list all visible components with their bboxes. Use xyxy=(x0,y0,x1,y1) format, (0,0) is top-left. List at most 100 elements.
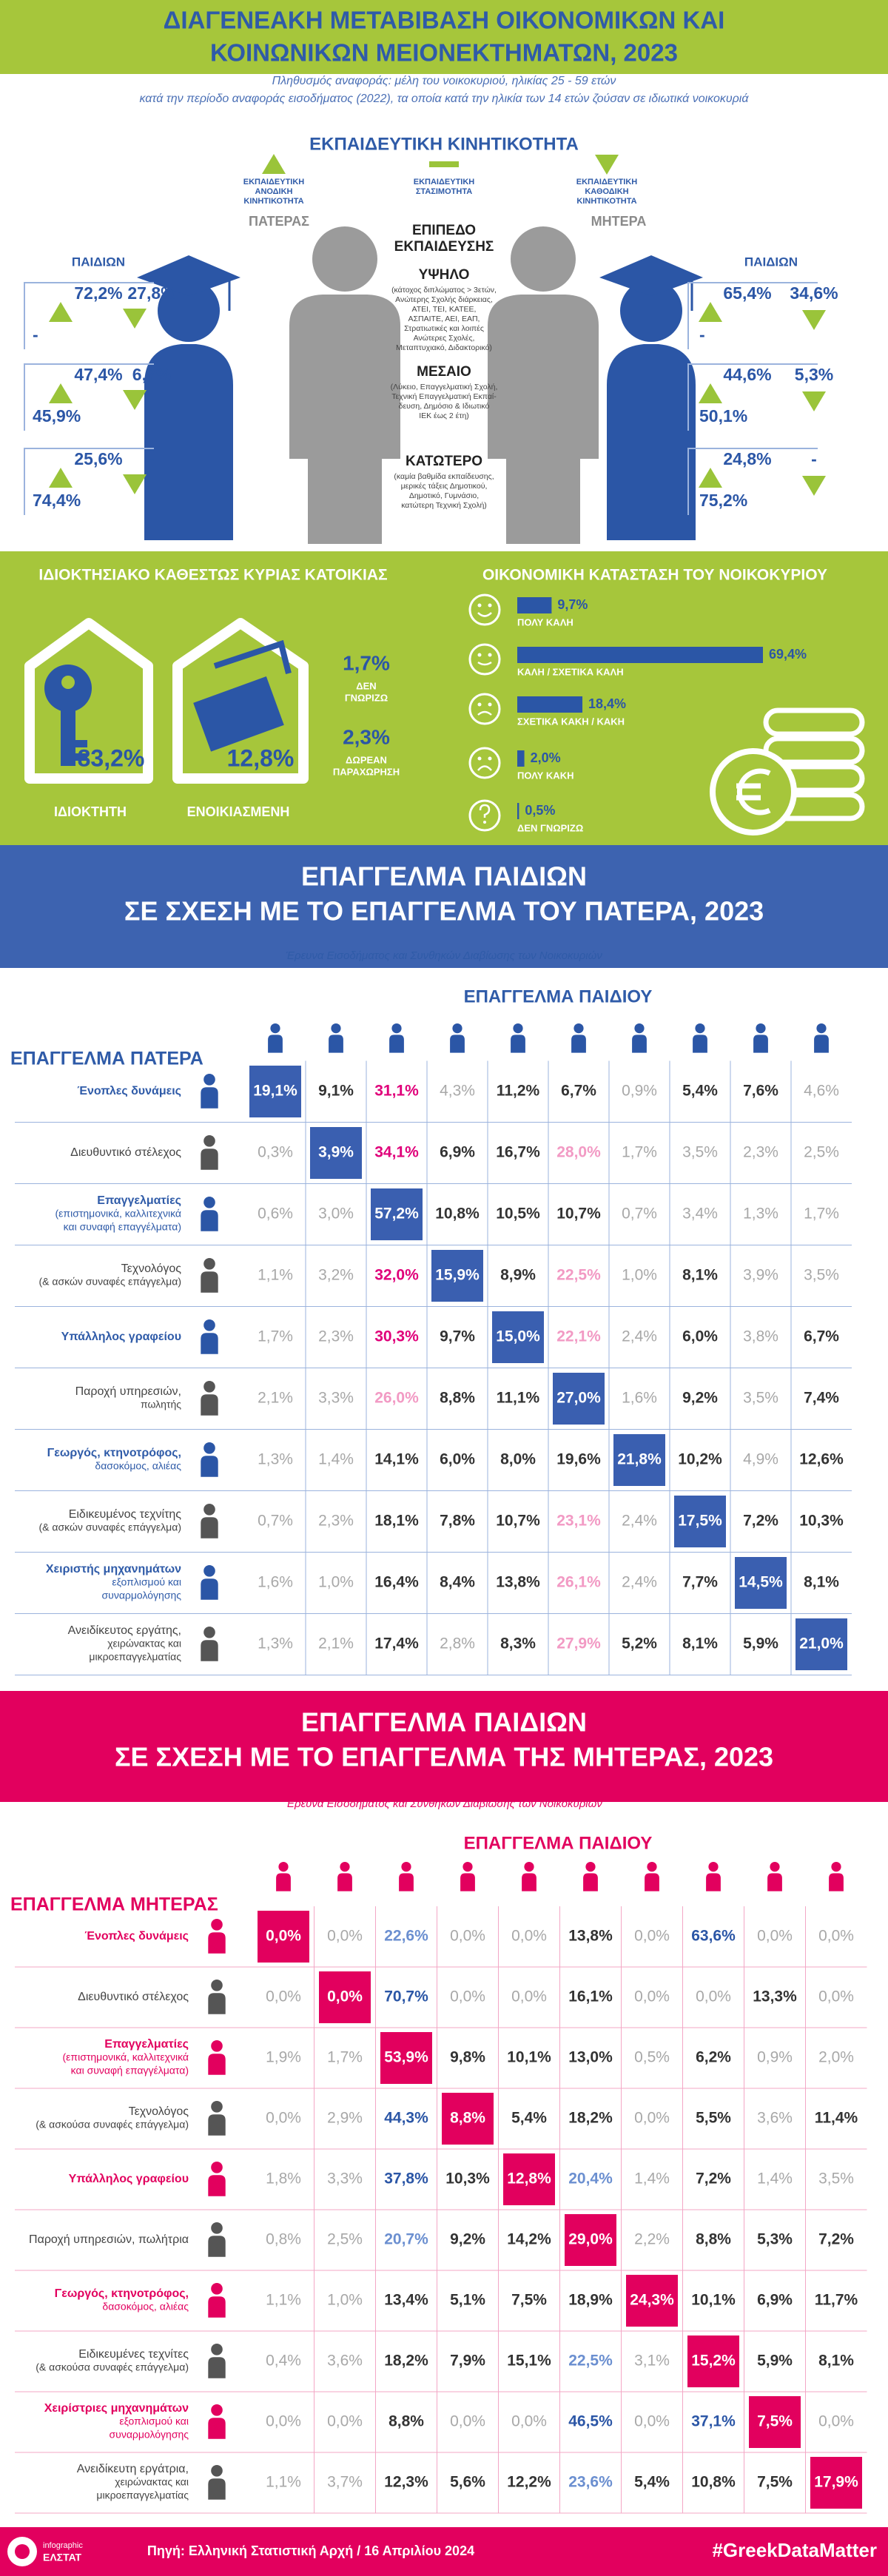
cell-value: 19,6% xyxy=(556,1451,601,1468)
bar xyxy=(517,696,583,713)
down-icon xyxy=(123,309,147,329)
cell-value: 10,5% xyxy=(496,1205,540,1223)
cell-value: 0,8% xyxy=(266,2231,301,2248)
person-icon xyxy=(208,1993,226,2014)
person-icon xyxy=(201,1149,218,1170)
footer-band xyxy=(0,2527,888,2576)
cell-value: 0,0% xyxy=(757,1928,793,1945)
level-description: δευση, Δημόσιο & Ιδιωτικό xyxy=(399,402,490,411)
down-icon xyxy=(123,390,147,410)
row-label: (επιστημονικά, καλλιτεχνικά xyxy=(63,2051,189,2063)
person-icon xyxy=(201,1087,218,1109)
cell-value: 6,9% xyxy=(757,2292,793,2309)
cell-value: 26,1% xyxy=(556,1574,601,1591)
level-description: (Λύκειο, Επαγγελματική Σχολή, xyxy=(391,383,498,391)
cell-value: 10,1% xyxy=(507,2049,551,2066)
face-icon xyxy=(488,702,492,707)
cell-value: 3,9% xyxy=(743,1267,778,1284)
figure xyxy=(144,344,233,540)
education-value: 44,6% xyxy=(723,365,771,384)
cell-value: 3,3% xyxy=(318,1390,354,1407)
face-icon xyxy=(468,747,501,779)
bracket xyxy=(687,282,818,349)
cell-value: 1,6% xyxy=(258,1574,293,1591)
person-icon xyxy=(201,1210,218,1231)
cell-value: 23,1% xyxy=(556,1513,601,1530)
face-icon xyxy=(477,765,492,771)
cell-value: 10,2% xyxy=(678,1451,722,1468)
level-name: ΥΨΗΛΟ xyxy=(419,267,470,283)
cell-value: 11,4% xyxy=(815,2110,858,2127)
person-icon xyxy=(829,1873,844,1891)
figure xyxy=(620,280,682,342)
education-value: 34,6% xyxy=(790,283,838,303)
logo xyxy=(15,2544,30,2559)
person-icon xyxy=(574,1023,584,1034)
person-icon xyxy=(524,1862,534,1872)
row-label: και συναφή επαγγέλματα) xyxy=(71,2065,189,2076)
cell-value: 3,2% xyxy=(318,1267,354,1284)
figure xyxy=(511,226,576,292)
cell-value: 6,9% xyxy=(440,1144,475,1161)
row-label: εξοπλισμού και xyxy=(112,1576,181,1588)
level-description: Τεχνική Επαγγελματική Εκπαί- xyxy=(391,392,497,401)
legend-label: ΕΚΠΑΙΔΕΥΤΙΚΗ xyxy=(243,178,305,186)
cell-value: 8,0% xyxy=(500,1451,536,1468)
table-cell xyxy=(794,1617,849,1672)
cell-value: 28,0% xyxy=(556,1144,601,1161)
level-description: κατώτερη Τεχνική Σχολή) xyxy=(401,501,487,510)
cell-value: 2,4% xyxy=(622,1574,657,1591)
bar xyxy=(517,750,525,767)
cell-value: 20,7% xyxy=(384,2231,428,2248)
face-icon xyxy=(468,693,501,725)
coins-icon xyxy=(710,748,797,835)
cell-value: 8,8% xyxy=(388,2413,424,2430)
cell-value: 22,1% xyxy=(556,1328,601,1345)
cell-value: 0,0% xyxy=(818,1928,854,1945)
cell-value: 4,3% xyxy=(440,1083,475,1100)
survey-note: Έρευνα Εισοδήματος και Συνθηκών Διαβίωση… xyxy=(286,1798,602,1810)
section-title: ΣΕ ΣΧΕΣΗ ΜΕ ΤΟ ΕΠΑΓΓΕΛΜΑ ΤΟΥ ΠΑΤΕΡΑ, 202… xyxy=(124,896,764,927)
person-icon xyxy=(647,1862,657,1872)
section-title: ΣΕ ΣΧΕΣΗ ΜΕ ΤΟ ΕΠΑΓΓΕΛΜΑ ΤΗΣ ΜΗΤΕΡΑΣ, 20… xyxy=(115,1742,773,1772)
row-label: Επαγγελματίες xyxy=(104,2038,189,2051)
section-band xyxy=(0,845,888,968)
row-label: Γεωργός, κτηνοτρόφος, xyxy=(47,1447,181,1459)
figure xyxy=(289,295,400,544)
cell-value: 6,0% xyxy=(682,1328,718,1345)
cell-value: 1,1% xyxy=(258,1267,293,1284)
person-icon xyxy=(399,1873,414,1891)
education-value: 27,8% xyxy=(127,283,175,303)
housing-label: ΠΑΡΑΧΩΡΗΣΗ xyxy=(333,766,400,777)
cell-value: 10,7% xyxy=(556,1205,601,1223)
cell-value: 2,1% xyxy=(258,1390,293,1407)
row-label: εξοπλισμού και xyxy=(119,2415,189,2427)
cell-value: 0,6% xyxy=(258,1205,293,1223)
face-icon xyxy=(479,804,491,818)
cell-value: 53,9% xyxy=(384,2049,428,2066)
cell-value: 0,0% xyxy=(327,2413,363,2430)
cell-value: 13,8% xyxy=(496,1574,540,1591)
cell-value: 30,3% xyxy=(374,1328,419,1345)
person-icon xyxy=(634,1023,645,1034)
row-label: και συναφή επαγγέλματα) xyxy=(64,1221,181,1233)
cell-value: 14,2% xyxy=(507,2231,551,2248)
cell-value: 27,0% xyxy=(556,1390,601,1407)
face-icon xyxy=(468,643,501,676)
cell-value: 1,4% xyxy=(634,2170,670,2187)
cell-value: 1,8% xyxy=(266,2170,301,2187)
row-label: Χειρίστριες μηχανημάτων xyxy=(44,2402,189,2415)
cell-value: 3,7% xyxy=(327,2474,363,2491)
cell-value: 0,0% xyxy=(327,1988,363,2005)
education-value: 45,9% xyxy=(33,406,81,426)
cell-value: 6,0% xyxy=(440,1451,475,1468)
education-value: - xyxy=(811,449,817,468)
bar xyxy=(517,597,552,613)
cell-value: 57,2% xyxy=(374,1205,419,1223)
table-cell xyxy=(551,1371,606,1426)
person-icon xyxy=(708,1862,719,1872)
education-value: 6,7% xyxy=(132,365,171,384)
cell-value: 0,5% xyxy=(634,2049,670,2066)
row-label: (& ασκών συναφές επάγγελμα) xyxy=(39,1276,181,1288)
row-label: χειρώνακτας και xyxy=(115,2476,189,2488)
